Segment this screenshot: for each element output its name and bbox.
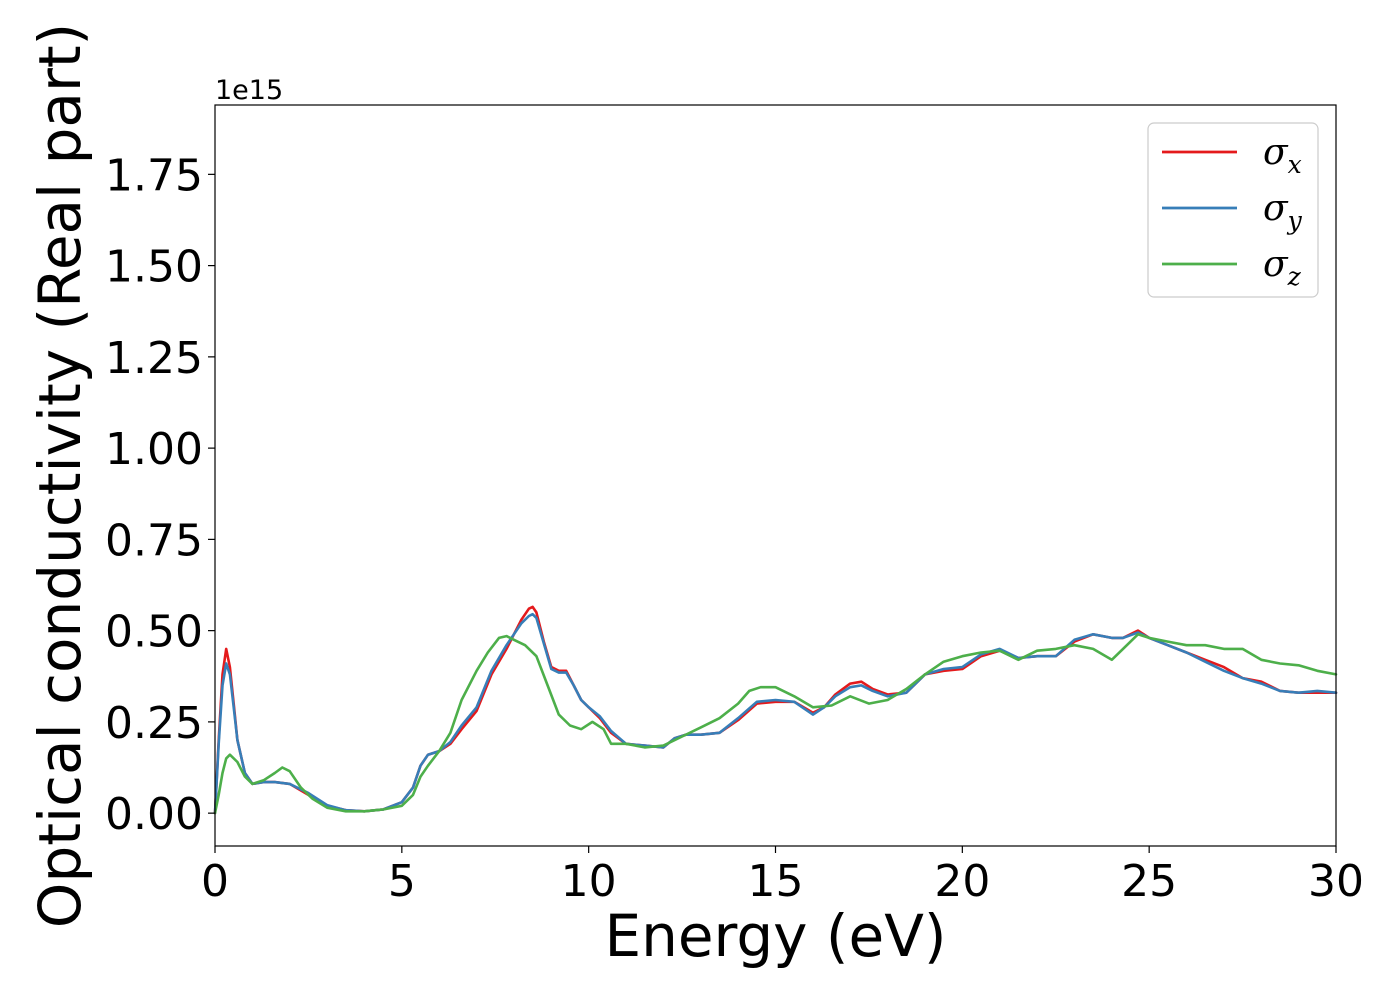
series-line-z bbox=[213, 632, 1338, 815]
legend-box bbox=[1147, 122, 1319, 298]
y-tick-label: 0.75 bbox=[105, 515, 203, 566]
series-lines bbox=[213, 605, 1338, 815]
y-tick-label: 0.00 bbox=[105, 789, 203, 840]
y-tick-label: 1.50 bbox=[105, 242, 203, 293]
y-offset-label: 1e15 bbox=[215, 75, 283, 106]
x-axis: 0 5 10 15 20 25 30 bbox=[201, 846, 1364, 907]
y-tick-label: 1.00 bbox=[105, 424, 203, 475]
y-axis: 0.00 0.25 0.50 0.75 1.00 1.25 1.50 1.75 bbox=[105, 150, 215, 840]
x-tick-label: 10 bbox=[561, 856, 617, 907]
y-tick-label: 0.50 bbox=[105, 607, 203, 658]
legend-label-z: σz bbox=[1263, 244, 1302, 291]
y-tick-label: 1.75 bbox=[105, 150, 203, 201]
x-tick-label: 5 bbox=[388, 856, 416, 907]
x-tick-label: 30 bbox=[1308, 856, 1364, 907]
y-tick-label: 1.25 bbox=[105, 333, 203, 384]
x-tick-label: 15 bbox=[748, 856, 804, 907]
x-tick-label: 0 bbox=[201, 856, 229, 907]
x-axis-label: Energy (eV) bbox=[604, 902, 946, 970]
x-tick-label: 25 bbox=[1121, 856, 1177, 907]
y-axis-label: Optical conductivity (Real part) bbox=[26, 23, 94, 928]
y-tick-label: 0.25 bbox=[105, 698, 203, 749]
x-tick-label: 20 bbox=[934, 856, 990, 907]
